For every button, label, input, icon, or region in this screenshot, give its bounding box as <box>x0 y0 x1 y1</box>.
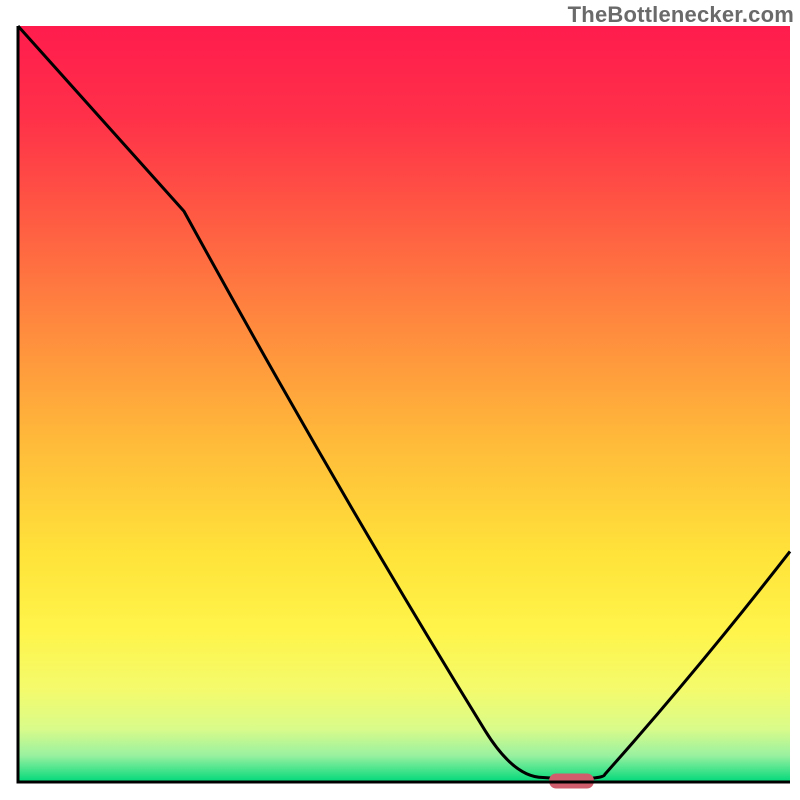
gradient-bg <box>18 26 790 782</box>
chart-container: TheBottlenecker.com <box>0 0 800 800</box>
watermark-text: TheBottlenecker.com <box>568 2 794 28</box>
bottleneck-chart <box>0 0 800 800</box>
